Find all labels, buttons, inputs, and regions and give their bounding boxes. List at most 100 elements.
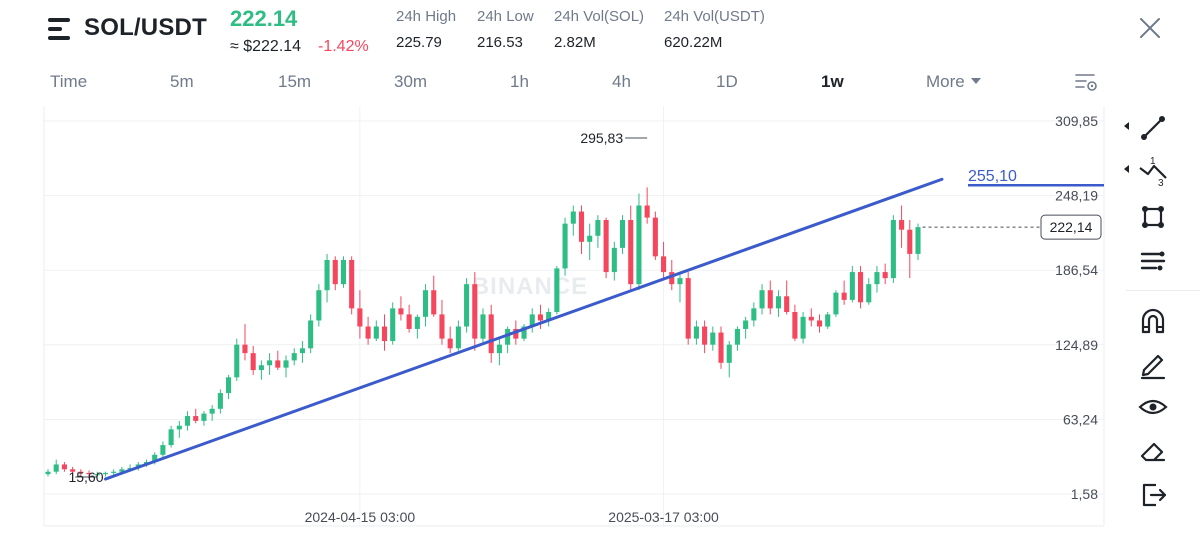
candle-body [250, 353, 256, 371]
candle-body [858, 272, 864, 303]
candle-body [267, 360, 273, 366]
caret-down-icon [970, 77, 981, 84]
menu-icon[interactable] [48, 18, 72, 40]
pencil-tool[interactable] [1136, 346, 1170, 380]
candle-body [201, 413, 207, 421]
candle-body [751, 308, 757, 321]
candle-body [316, 290, 322, 321]
low-annotation-label: 15,60 [68, 469, 103, 485]
candle-body [808, 316, 814, 321]
candle-body [390, 308, 396, 342]
candle-body [439, 314, 445, 339]
candle-body [710, 332, 716, 345]
exit-tool[interactable] [1136, 478, 1170, 512]
stat-24h-high: 24h High 225.79 [396, 8, 456, 51]
current-price-label: 222,14 [1050, 219, 1093, 235]
magnet-tool[interactable] [1136, 304, 1170, 338]
candle-body [546, 311, 552, 321]
price-chart[interactable]: BINANCE 255,10 222,14 295,83 15,60 309,85 24… [0, 98, 1120, 540]
price-change-percent: -1.42% [318, 38, 369, 55]
candle-body [168, 429, 174, 446]
tab-4h[interactable]: 4h [612, 72, 631, 91]
close-icon[interactable] [1138, 16, 1162, 40]
binance-watermark: BINANCE [472, 273, 588, 300]
candle-body [816, 320, 823, 327]
candle-body [217, 393, 223, 409]
fib-tool[interactable]: 1 3 [1136, 154, 1170, 189]
fibonacci-icon: 1 3 [1139, 156, 1167, 189]
stat-value: 620.22M [664, 34, 723, 51]
candle-body [365, 326, 371, 339]
candle-body [513, 328, 519, 339]
candle-body [899, 220, 905, 230]
svg-text:1: 1 [1150, 156, 1156, 167]
price-axis-tick-label: 248,19 [1055, 188, 1098, 204]
candle-body [619, 220, 626, 248]
visibility-tool[interactable] [1136, 390, 1170, 424]
candle-body [111, 471, 117, 473]
time-axis-tick-label: 2024-04-15 03:00 [305, 509, 416, 525]
candle-body [669, 272, 675, 285]
tab-more[interactable]: More [926, 72, 981, 92]
tab-15m[interactable]: 15m [278, 72, 312, 91]
candle-body [480, 314, 486, 339]
chart-header: SOL/USDT 222.14 ≈ $222.14 -1.42% 24h Hig… [0, 0, 1200, 64]
candle-body [455, 326, 461, 349]
tab-5m[interactable]: 5m [170, 72, 194, 91]
pair-title[interactable]: SOL/USDT [84, 14, 207, 41]
stat-value: 225.79 [396, 34, 442, 51]
candle-body [423, 290, 429, 317]
time-axis-tick-label: 2025-03-17 03:00 [608, 509, 719, 525]
tab-time[interactable]: Time [50, 72, 88, 91]
shape-tool[interactable] [1136, 200, 1170, 234]
candle-body [242, 344, 248, 354]
candle-body [78, 471, 84, 473]
candle-body [833, 292, 839, 315]
candle-body [160, 445, 166, 455]
horizontal-line-label: 255,10 [968, 168, 1017, 185]
chart-canvas[interactable]: BINANCE 255,10 222,14 295,83 15,60 309,85 24… [0, 98, 1120, 540]
candle-body [234, 344, 240, 378]
stat-value: 2.82M [554, 34, 596, 51]
candle-body [152, 454, 158, 463]
trend-line-tool[interactable] [1136, 110, 1170, 144]
candle-body [562, 223, 568, 269]
candle-body [693, 326, 699, 339]
candle-body [45, 471, 51, 475]
candle-body [431, 290, 437, 315]
expand-caret-icon[interactable] [1124, 122, 1129, 130]
price-axis-tick-label: 124,89 [1055, 337, 1098, 353]
tab-1h[interactable]: 1h [510, 72, 529, 91]
eraser-icon [1140, 442, 1166, 462]
candle-body [661, 256, 667, 273]
candle-body [332, 259, 338, 285]
candle-body [299, 348, 305, 354]
candle-body [866, 284, 872, 303]
rectangle-nodes-icon [1142, 206, 1164, 228]
candle-body [784, 296, 790, 312]
stat-24h-low: 24h Low 216.53 [477, 8, 534, 51]
candle-body [464, 284, 470, 327]
candle-body [743, 320, 749, 329]
candle-body [275, 360, 281, 368]
price-axis-tick-label: 63,24 [1063, 411, 1098, 427]
candle-body [414, 316, 420, 329]
candle-body [775, 296, 782, 309]
text-tool[interactable] [1136, 244, 1170, 278]
stat-label: 24h High [396, 8, 457, 25]
candle-body [70, 469, 76, 472]
eraser-tool[interactable] [1136, 434, 1170, 468]
magnet-icon [1141, 308, 1165, 334]
candle-body [685, 278, 691, 339]
candle-body [184, 416, 191, 426]
current-price-box [1040, 214, 1102, 240]
candle-body [61, 464, 67, 470]
drawings: 255,10 222,14 295,83 15,60 [68, 130, 1104, 485]
tab-1d[interactable]: 1D [716, 72, 738, 91]
tab-30m[interactable]: 30m [394, 72, 428, 91]
expand-caret-icon[interactable] [1124, 165, 1129, 173]
price-axis-tick-label: 1,58 [1071, 486, 1098, 502]
chart-settings-icon[interactable] [1074, 72, 1098, 92]
candle-body [209, 408, 215, 414]
tab-1w[interactable]: 1w [821, 72, 844, 91]
